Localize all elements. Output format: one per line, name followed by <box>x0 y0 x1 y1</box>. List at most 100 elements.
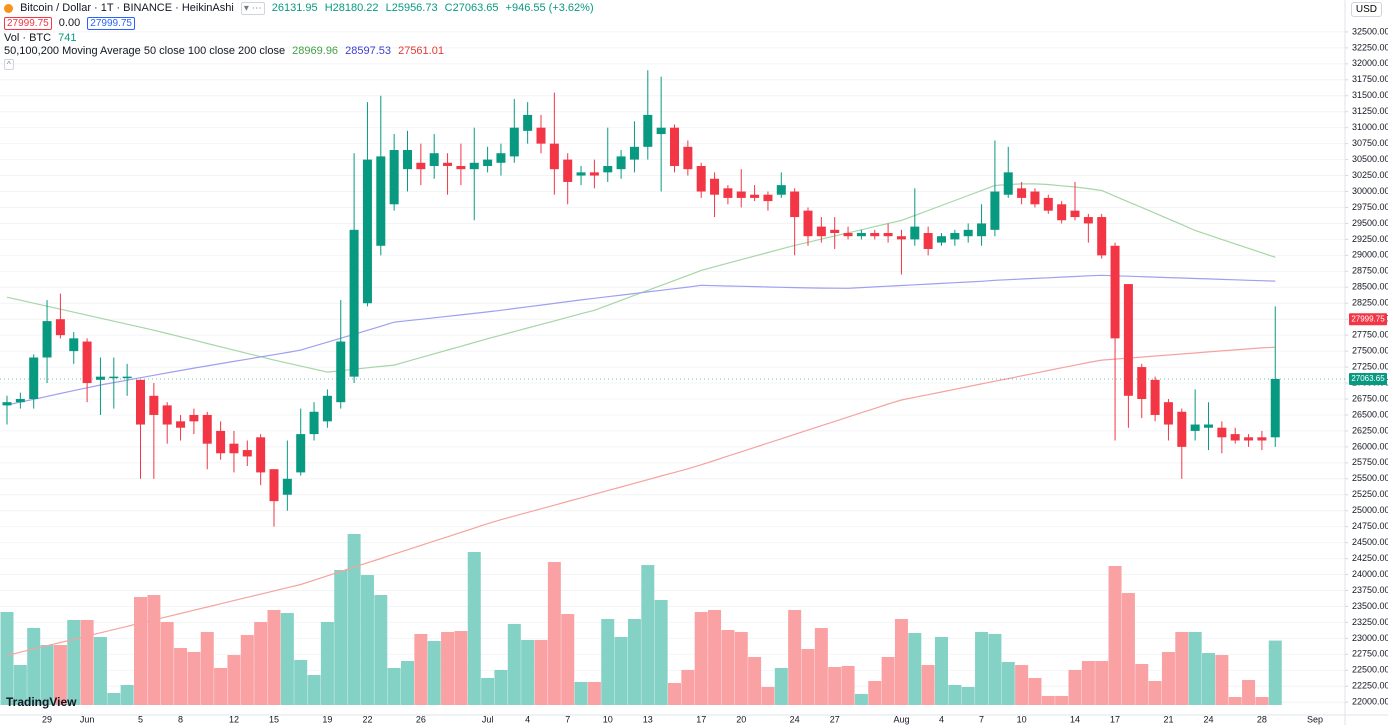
candle-body <box>1204 424 1213 428</box>
y-tick-label: 32500.00 <box>1352 26 1388 36</box>
candle-body <box>296 434 306 473</box>
candle-body <box>309 411 319 435</box>
volume-bar <box>1255 697 1269 705</box>
volume-bar <box>801 649 815 705</box>
x-tick-label: Sep <box>1307 714 1323 724</box>
volume-bar <box>694 611 708 705</box>
x-tick-label: Jul <box>482 714 494 724</box>
candle-body <box>242 450 252 457</box>
spread: 0.00 <box>58 17 81 29</box>
symbol-icon <box>4 3 13 13</box>
candle-body <box>523 114 533 131</box>
candle-body <box>763 194 773 202</box>
candle-body <box>1003 172 1013 195</box>
volume-bar <box>134 597 147 705</box>
candle-body <box>416 162 426 170</box>
candle-body <box>736 191 746 198</box>
ask[interactable]: 27999.75 <box>87 17 135 30</box>
candle-body <box>82 341 92 384</box>
ma-value: 27561.01 <box>398 45 444 57</box>
currency-button[interactable]: USD <box>1350 2 1382 17</box>
ohlc-high: H28180.22 <box>324 2 379 14</box>
y-tick-label: 27750.00 <box>1352 330 1388 340</box>
candle-body <box>603 165 613 173</box>
volume-bar <box>614 637 628 705</box>
volume-bar <box>80 619 94 705</box>
candle-body <box>389 150 399 205</box>
y-tick-label: 24000.00 <box>1352 569 1388 579</box>
x-tick-label: 21 <box>1163 714 1173 724</box>
candle-body <box>883 233 893 237</box>
candle-body <box>1097 217 1107 256</box>
y-tick-label: 22750.00 <box>1352 649 1388 659</box>
volume-bar <box>708 609 722 705</box>
candle-body <box>443 162 453 166</box>
symbol[interactable]: Bitcoin / Dollar · 1T · BINANCE · Heikin… <box>20 2 234 14</box>
volume-bar <box>0 611 14 705</box>
volume-bar <box>1215 655 1229 705</box>
volume-bar <box>374 595 388 705</box>
bid-ask: 27999.75 0.00 27999.75 <box>4 17 139 30</box>
candle-body <box>109 376 119 379</box>
y-tick-label: 30750.00 <box>1352 138 1388 148</box>
volume-bar <box>107 693 121 705</box>
volume-bar <box>1015 665 1029 705</box>
volume-bar <box>200 631 214 705</box>
volume-bar <box>828 667 842 705</box>
candle-body <box>683 146 693 170</box>
x-tick-label: 19 <box>322 714 332 724</box>
y-tick-label: 27500.00 <box>1352 345 1388 355</box>
volume-bar <box>681 669 695 705</box>
volume-bar <box>948 685 962 705</box>
volume-bar <box>481 677 495 705</box>
y-tick-label: 29750.00 <box>1352 202 1388 212</box>
candle-body <box>15 398 25 403</box>
volume-bar <box>881 657 895 705</box>
candle-body <box>509 127 519 157</box>
y-tick-label: 23000.00 <box>1352 633 1388 643</box>
volume-label: Vol · BTC <box>4 32 52 44</box>
y-tick-label: 31250.00 <box>1352 106 1388 116</box>
volume-bar <box>27 627 41 705</box>
volume-bar <box>160 621 174 705</box>
volume-bar <box>961 687 975 705</box>
volume-bar <box>561 613 575 705</box>
collapse-button[interactable]: ^ <box>4 59 14 70</box>
x-tick-label: 5 <box>138 714 143 724</box>
y-tick-label: 22500.00 <box>1352 665 1388 675</box>
volume-bar <box>1268 640 1282 705</box>
x-tick-label: Aug <box>893 714 909 724</box>
x-tick-label: 13 <box>643 714 653 724</box>
volume-bar <box>240 635 254 705</box>
y-tick-label: 24750.00 <box>1352 521 1388 531</box>
x-tick-label: 12 <box>229 714 239 724</box>
x-tick-label: 15 <box>269 714 279 724</box>
x-tick-label: 20 <box>736 714 746 724</box>
y-tick-label: 25500.00 <box>1352 473 1388 483</box>
candle-body <box>1150 379 1160 415</box>
volume-bar <box>467 551 481 705</box>
candle-body <box>536 127 546 144</box>
candle-body <box>803 210 813 237</box>
volume-bar <box>1228 697 1242 705</box>
candle-body <box>322 395 332 422</box>
candle-body <box>122 376 132 379</box>
candle-body <box>790 191 800 218</box>
ohlc-open: 26131.95 <box>271 2 318 14</box>
moving-average-line <box>6 274 1276 406</box>
x-tick-label: 7 <box>979 714 984 724</box>
volume-bar <box>1068 669 1082 705</box>
y-tick-label: 26250.00 <box>1352 425 1388 435</box>
ohlc-low: L25956.73 <box>385 2 438 14</box>
legend-buttons[interactable]: ▾ ⋯ <box>240 2 265 15</box>
bid[interactable]: 27999.75 <box>4 17 52 30</box>
candle-body <box>1244 437 1254 441</box>
y-tick-label: 25250.00 <box>1352 489 1388 499</box>
y-tick-label: 28500.00 <box>1352 282 1388 292</box>
x-tick-label: 22 <box>362 714 372 724</box>
volume-bar <box>761 687 775 705</box>
x-tick-label: 17 <box>1110 714 1120 724</box>
candle-body <box>336 341 346 403</box>
brand-logo[interactable]: TradingView <box>6 695 77 709</box>
candle-body <box>269 469 279 502</box>
